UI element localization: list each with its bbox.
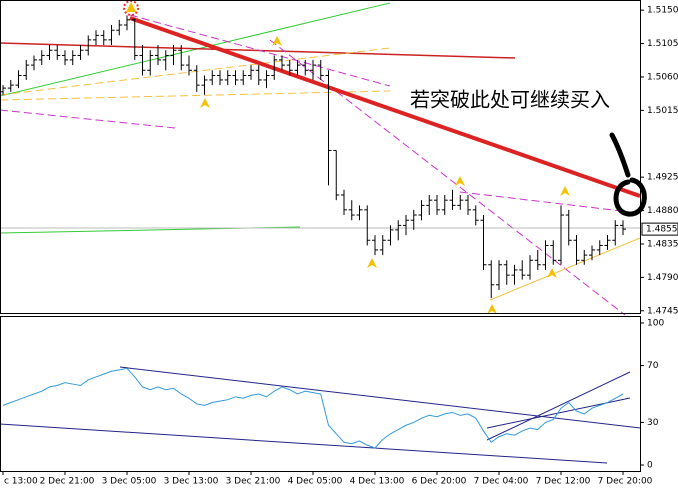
x-tick-label: 7 Dec 04:00 <box>474 477 529 487</box>
trend-line <box>459 191 631 213</box>
x-tick-label: 4 Dec 13:00 <box>350 477 405 487</box>
y-tick-label: 1.5150 <box>647 6 678 16</box>
trend-line <box>489 237 641 301</box>
y-tick-label: 1.5105 <box>647 39 678 49</box>
trend-line <box>0 90 391 101</box>
x-tick-label: 3 Dec 05:00 <box>102 477 157 487</box>
y-tick-label: 1.4880 <box>647 206 678 216</box>
drawings <box>0 0 647 472</box>
current-price-label: 1.4855 <box>646 225 678 235</box>
trend-line <box>129 14 391 87</box>
y-tick-label: 1.4745 <box>647 306 678 316</box>
y-tick-label: 1.4925 <box>647 173 678 183</box>
y-tick-label: 100 <box>647 318 664 328</box>
x-tick-label: 3 Dec 21:00 <box>226 477 281 487</box>
annotation: 若突破此处可继续买入 <box>410 88 610 112</box>
trend-line <box>0 47 391 96</box>
trend-line <box>0 109 176 129</box>
x-tick-label: 6 Dec 20:00 <box>412 477 467 487</box>
y-tick-label: 1.4790 <box>647 273 678 283</box>
trend-line <box>129 16 641 198</box>
y-tick-label: 0 <box>647 461 653 471</box>
x-tick-label: 7 Dec 20:00 <box>598 477 653 487</box>
trend-line <box>0 2 391 97</box>
y-tick-label: 1.4835 <box>647 239 678 249</box>
y-tick-label: 1.5060 <box>647 72 678 82</box>
y-tick-label: 1.5015 <box>647 106 678 116</box>
y-tick-label: 30 <box>647 418 659 428</box>
x-tick-label: c 13:00 <box>4 477 38 487</box>
oscillator-lines <box>0 366 641 464</box>
current-price-box <box>641 222 678 236</box>
trend-line <box>0 42 516 59</box>
x-tick-label: 3 Dec 13:00 <box>164 477 219 487</box>
hand-drawn-circle <box>609 132 647 217</box>
x-tick-label: 2 Dec 21:00 <box>40 477 95 487</box>
x-tick-label: 7 Dec 12:00 <box>536 477 591 487</box>
oscillator-panel <box>0 316 641 472</box>
price-panel <box>0 0 641 314</box>
y-tick-label: 70 <box>647 361 659 371</box>
x-tick-label: 4 Dec 05:00 <box>288 477 343 487</box>
oscillator-line <box>2 367 624 449</box>
